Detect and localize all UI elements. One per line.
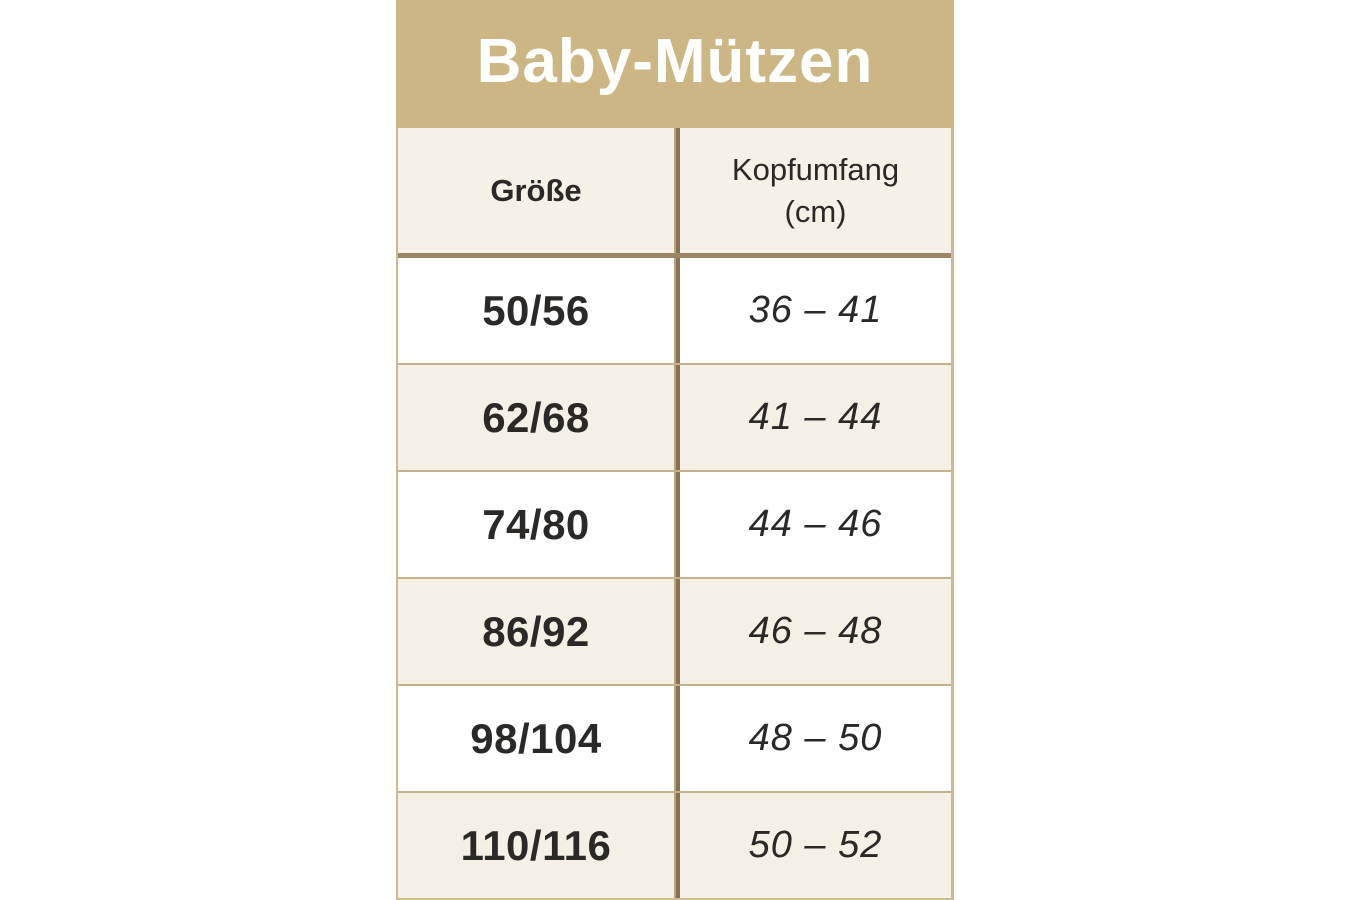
table-body: Größe Kopfumfang (cm) 50/56 36 – 41 62/6 bbox=[396, 128, 954, 900]
size-cell: 98/104 bbox=[398, 686, 674, 791]
size-value: 86/92 bbox=[482, 607, 590, 655]
size-value: 62/68 bbox=[482, 393, 590, 441]
column-divider bbox=[674, 365, 680, 470]
circumference-cell: 46 – 48 bbox=[680, 579, 951, 684]
circumference-cell: 36 – 41 bbox=[680, 258, 951, 363]
size-value: 98/104 bbox=[470, 714, 602, 762]
column-divider bbox=[674, 128, 680, 253]
column-divider bbox=[674, 472, 680, 577]
table-row: 50/56 36 – 41 bbox=[398, 258, 951, 365]
size-cell: 62/68 bbox=[398, 365, 674, 470]
size-value: 110/116 bbox=[460, 821, 612, 869]
table-row: 98/104 48 – 50 bbox=[398, 686, 951, 793]
size-cell: 50/56 bbox=[398, 258, 674, 363]
table-row: 62/68 41 – 44 bbox=[398, 365, 951, 472]
circumference-value: 36 – 41 bbox=[748, 289, 883, 331]
circumference-value: 48 – 50 bbox=[748, 717, 883, 759]
table-row: 74/80 44 – 46 bbox=[398, 472, 951, 579]
circumference-value: 41 – 44 bbox=[748, 396, 883, 438]
size-cell: 74/80 bbox=[398, 472, 674, 577]
circumference-cell: 41 – 44 bbox=[680, 365, 951, 470]
column-header-circumference: Kopfumfang (cm) bbox=[680, 128, 951, 253]
circumference-cell: 48 – 50 bbox=[680, 686, 951, 791]
circumference-value: 50 – 52 bbox=[748, 824, 883, 866]
column-divider bbox=[674, 258, 680, 363]
table-row: 86/92 46 – 48 bbox=[398, 579, 951, 686]
size-value: 50/56 bbox=[482, 286, 590, 334]
circumference-value: 46 – 48 bbox=[748, 610, 883, 652]
page-title: Baby-Mützen bbox=[476, 26, 874, 96]
size-cell: 86/92 bbox=[398, 579, 674, 684]
column-divider bbox=[674, 793, 680, 898]
column-header-size: Größe bbox=[398, 128, 674, 253]
circumference-cell: 50 – 52 bbox=[680, 793, 951, 898]
circumference-cell: 44 – 46 bbox=[680, 472, 951, 577]
circumference-value: 44 – 46 bbox=[748, 503, 883, 545]
table-row: 110/116 50 – 52 bbox=[398, 793, 951, 898]
size-value: 74/80 bbox=[482, 500, 590, 548]
column-header-circumference-label: Kopfumfang (cm) bbox=[731, 151, 900, 229]
table-title-band: Baby-Mützen bbox=[396, 0, 954, 128]
table-header-row: Größe Kopfumfang (cm) bbox=[398, 128, 951, 258]
column-divider bbox=[674, 686, 680, 791]
column-divider bbox=[674, 579, 680, 684]
column-header-size-label: Größe bbox=[490, 172, 582, 208]
size-chart-table: Baby-Mützen Größe Kopfumfang (cm) 50/56 … bbox=[396, 0, 954, 900]
size-cell: 110/116 bbox=[398, 793, 674, 898]
